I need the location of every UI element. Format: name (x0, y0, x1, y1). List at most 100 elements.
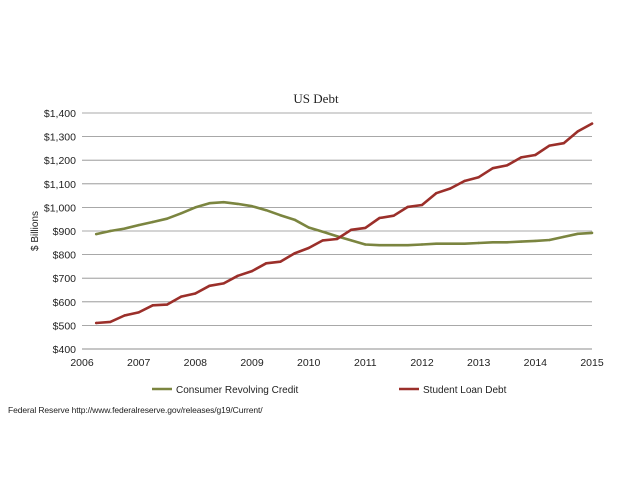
x-tick-label: 2015 (580, 357, 604, 369)
student-loan-debt-point (335, 237, 339, 241)
student-loan-debt-point (505, 164, 509, 167)
consumer-revolving-credit-point (576, 232, 579, 235)
student-loan-debt-point (590, 122, 594, 125)
student-loan-debt-point (534, 153, 537, 157)
source-note: Federal Reserve http://www.federalreserv… (8, 405, 263, 415)
consumer-revolving-credit-point (534, 239, 537, 243)
student-loan-debt-point (123, 314, 126, 317)
consumer-revolving-credit-point (307, 226, 310, 229)
consumer-revolving-credit-line (94, 200, 594, 247)
consumer-revolving-credit-point (194, 206, 197, 209)
consumer-revolving-credit-point (590, 231, 594, 235)
student-loan-debt-point (449, 187, 452, 190)
consumer-revolving-credit-point (463, 242, 466, 245)
student-loan-debt-point (364, 226, 367, 230)
consumer-revolving-credit-point (165, 217, 169, 220)
consumer-revolving-credit-point (95, 232, 98, 236)
student-loan-debt-point (222, 282, 225, 285)
student-loan-debt-point (151, 304, 154, 307)
y-tick-label: $700 (53, 273, 77, 285)
consumer-revolving-credit-point (392, 244, 395, 247)
student-loan-debt-point (435, 192, 438, 195)
x-tick-label: 2006 (70, 357, 94, 369)
student-loan-debt-point (137, 311, 140, 314)
consumer-revolving-credit-point (505, 241, 509, 244)
consumer-revolving-credit-point (420, 243, 424, 246)
consumer-revolving-credit-point (548, 238, 551, 242)
student-loan-debt-point (180, 295, 183, 298)
student-loan-debt-point (279, 260, 282, 263)
student-loan-debt-legend-label: Student Loan Debt (423, 385, 507, 396)
y-axis-label: $ Billions (30, 211, 41, 251)
x-tick-label: 2007 (127, 357, 151, 369)
student-loan-debt-point (250, 269, 254, 273)
consumer-revolving-credit-point (562, 235, 565, 239)
gridlines (82, 112, 592, 326)
consumer-revolving-credit-point (435, 242, 438, 245)
x-tick-label: 2014 (524, 357, 548, 369)
x-tick-label: 2012 (410, 357, 434, 369)
x-tick-label: 2010 (297, 357, 321, 369)
consumer-revolving-credit-point (321, 230, 324, 233)
student-loan-debt-line (94, 122, 594, 325)
consumer-revolving-credit-point (222, 201, 225, 204)
consumer-revolving-credit-point (520, 240, 523, 243)
student-loan-debt-point (109, 320, 112, 324)
student-loan-debt-point (520, 156, 523, 159)
consumer-revolving-credit-point (137, 223, 140, 227)
x-tick-label: 2013 (467, 357, 491, 369)
x-tick-label: 2009 (240, 357, 264, 369)
student-loan-debt-point (307, 246, 310, 250)
student-loan-debt-point (236, 274, 239, 277)
student-loan-debt-point (194, 292, 197, 295)
y-tick-label: $1,300 (44, 132, 76, 144)
consumer-revolving-credit-point (335, 235, 339, 238)
consumer-revolving-credit-point (293, 218, 296, 221)
consumer-revolving-credit-point (449, 242, 452, 245)
y-tick-label: $1,200 (44, 155, 76, 167)
consumer-revolving-credit-point (180, 212, 183, 215)
y-tick-label: $1,400 (44, 108, 76, 120)
student-loan-debt-point (392, 214, 395, 217)
y-tick-label: $800 (53, 250, 77, 262)
y-tick-label: $1,000 (44, 202, 76, 214)
y-tick-label: $1,100 (44, 179, 76, 191)
consumer-revolving-credit-point (350, 239, 353, 242)
x-tick-label: 2008 (184, 357, 208, 369)
x-axis-ticks: 2006 2007 2008 2009 2010 2011 2012 2013 2014 2015 (70, 357, 604, 369)
y-axis-ticks: $400 $500 $600 $700 $800 $900 $1,000 $1,100 $1,2… (44, 108, 76, 356)
student-loan-debt-point (208, 284, 211, 287)
student-loan-debt-point (293, 252, 296, 255)
y-tick-label: $900 (53, 226, 77, 238)
student-loan-debt-point (562, 142, 565, 145)
consumer-revolving-credit-point (364, 243, 367, 246)
consumer-revolving-credit-point (250, 205, 254, 208)
x-tick-label: 2011 (354, 357, 377, 369)
student-loan-debt-point (420, 203, 424, 207)
chart-title: US Debt (293, 91, 339, 106)
student-loan-debt-point (165, 303, 169, 306)
consumer-revolving-credit-point (378, 244, 381, 247)
student-loan-debt-point (378, 216, 381, 220)
student-loan-debt-point (576, 130, 579, 133)
consumer-revolving-credit-point (236, 202, 239, 206)
series-lines (94, 122, 594, 325)
consumer-revolving-credit-point (208, 202, 211, 205)
consumer-revolving-credit-point (123, 227, 126, 230)
consumer-revolving-credit-point (279, 214, 282, 217)
student-loan-debt-point (265, 262, 268, 265)
consumer-revolving-credit-point (151, 220, 154, 224)
student-loan-debt-point (491, 167, 494, 170)
consumer-revolving-credit-legend-label: Consumer Revolving Credit (176, 385, 298, 396)
student-loan-debt-point (477, 176, 480, 179)
consumer-revolving-credit-point (109, 229, 112, 233)
y-tick-label: $600 (53, 297, 77, 309)
student-loan-debt-point (463, 179, 466, 183)
consumer-revolving-credit-point (491, 241, 494, 244)
student-loan-debt-point (548, 144, 551, 147)
student-loan-debt-point (321, 239, 324, 242)
student-loan-debt-point (350, 228, 353, 231)
legend: Consumer Revolving Credit Student Loan De… (152, 385, 507, 396)
consumer-revolving-credit-point (477, 241, 480, 245)
